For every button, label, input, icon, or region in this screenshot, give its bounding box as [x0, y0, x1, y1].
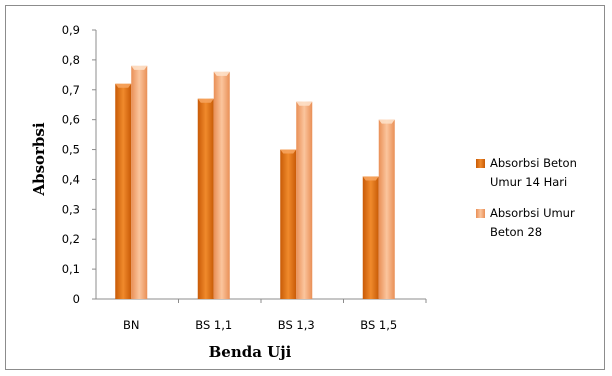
- bar-chart: 0 0,1 0,2 0,3 0,4 0,5 0,6 0,7 0,8 0,9 BN BS 1,1 BS …: [30, 23, 427, 361]
- x-tick-label: BN: [123, 318, 140, 332]
- x-tick-label: BS 1,5: [360, 318, 397, 332]
- bar-cap: [131, 65, 148, 70]
- bar-cap: [378, 119, 395, 124]
- x-tick-label: BS 1,3: [278, 318, 315, 332]
- y-tick-label: 0,1: [62, 262, 80, 276]
- legend: Absorbsi Beton Umur 14 Hari Absorbsi Umu…: [476, 154, 601, 254]
- bar-cap: [362, 176, 379, 181]
- x-tick-label: BS 1,1: [195, 318, 232, 332]
- x-axis-title: Benda Uji: [209, 343, 292, 361]
- legend-swatch-14-hari: [476, 159, 485, 168]
- y-tick-label: 0: [73, 292, 80, 306]
- legend-item-28: Absorbsi Umur Beton 28: [476, 204, 601, 242]
- bar-cap: [213, 71, 230, 76]
- y-tick-label: 0,7: [62, 83, 80, 97]
- bar-bs-1-3-series-1: [280, 149, 297, 299]
- bars: [115, 65, 395, 300]
- bar-bs-1-5-series-2: [378, 119, 395, 300]
- bar-cap: [296, 101, 313, 106]
- y-tick-label: 0,8: [62, 53, 80, 67]
- y-tick-label: 0,4: [62, 172, 80, 186]
- y-tick-label: 0,5: [62, 143, 80, 157]
- legend-item-14-hari: Absorbsi Beton Umur 14 Hari: [476, 154, 601, 192]
- y-axis-title: Absorbsi: [30, 122, 48, 196]
- legend-label-28: Absorbsi Umur Beton 28: [490, 206, 575, 239]
- y-tick-label: 0,3: [62, 202, 80, 216]
- y-tick-label: 0,6: [62, 113, 80, 127]
- bar-bs-1-5-series-1: [362, 176, 379, 299]
- legend-swatch-28: [476, 209, 485, 218]
- bar-bs-1-1-series-1: [197, 98, 214, 299]
- bar-cap: [280, 149, 297, 154]
- chart-frame: 0 0,1 0,2 0,3 0,4 0,5 0,6 0,7 0,8 0,9 BN BS 1,1 BS …: [5, 5, 605, 370]
- legend-label-14-hari: Absorbsi Beton Umur 14 Hari: [490, 156, 577, 189]
- bar-cap: [115, 83, 132, 88]
- bar-bn-series-2: [131, 65, 148, 299]
- bar-bs-1-1-series-2: [213, 71, 230, 299]
- bar-bs-1-3-series-2: [296, 101, 313, 299]
- y-tick-label: 0,9: [62, 23, 80, 37]
- y-tick-label: 0,2: [62, 232, 80, 246]
- x-tick-labels: BN BS 1,1 BS 1,3 BS 1,5: [123, 318, 397, 332]
- bar-bn-series-1: [115, 83, 132, 299]
- y-tick-labels: 0 0,1 0,2 0,3 0,4 0,5 0,6 0,7 0,8 0,9: [62, 23, 80, 306]
- bar-cap: [197, 98, 214, 103]
